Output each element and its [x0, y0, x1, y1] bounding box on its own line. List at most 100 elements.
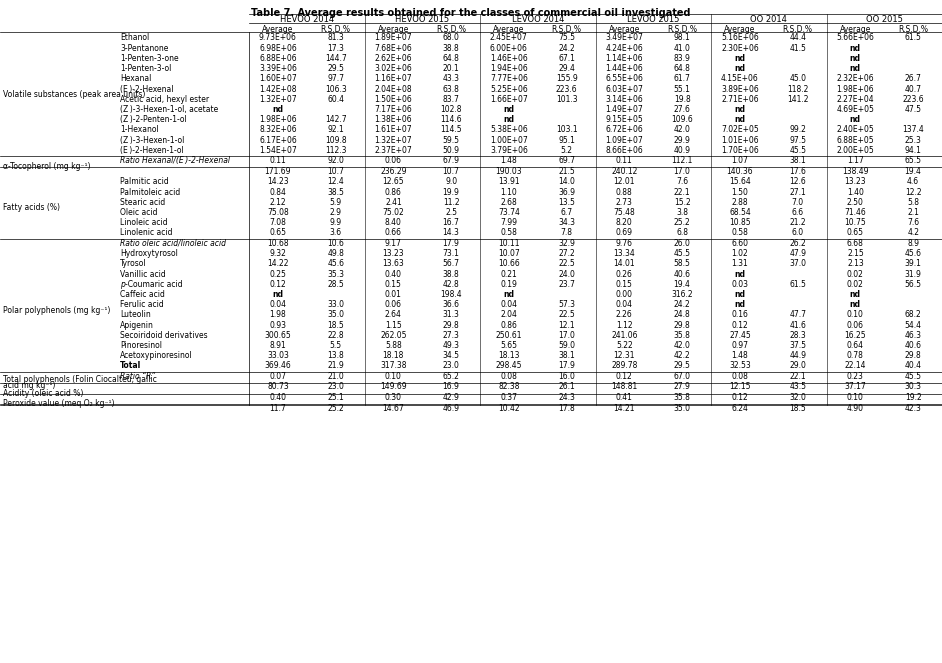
Text: 68.2: 68.2 — [904, 310, 921, 320]
Text: 0.16: 0.16 — [731, 310, 748, 320]
Text: 137.4: 137.4 — [902, 125, 924, 135]
Text: R.S.D.%: R.S.D.% — [783, 25, 813, 34]
Text: 1-Hexanol: 1-Hexanol — [120, 125, 159, 135]
Text: 300.65: 300.65 — [265, 331, 291, 340]
Text: 18.5: 18.5 — [789, 404, 806, 412]
Text: 155.9: 155.9 — [556, 74, 577, 84]
Text: 61.5: 61.5 — [904, 34, 921, 42]
Text: OO 2015: OO 2015 — [866, 15, 902, 24]
Text: 65.2: 65.2 — [443, 371, 460, 381]
Text: acid mg kg⁻¹): acid mg kg⁻¹) — [3, 381, 56, 390]
Text: Palmitic acid: Palmitic acid — [120, 177, 169, 186]
Text: 49.8: 49.8 — [327, 249, 344, 258]
Text: 9.76: 9.76 — [616, 239, 633, 247]
Text: nd: nd — [850, 54, 861, 63]
Text: 6.0: 6.0 — [791, 228, 804, 237]
Text: 12.4: 12.4 — [327, 177, 344, 186]
Text: 10.66: 10.66 — [498, 259, 520, 269]
Text: 29.9: 29.9 — [674, 135, 690, 145]
Text: 140.36: 140.36 — [726, 166, 754, 176]
Text: 5.5: 5.5 — [330, 341, 342, 350]
Text: 40.4: 40.4 — [904, 361, 921, 371]
Text: 57.3: 57.3 — [558, 300, 576, 309]
Text: 103.1: 103.1 — [556, 125, 577, 135]
Text: nd: nd — [503, 290, 514, 299]
Text: 0.08: 0.08 — [500, 371, 517, 381]
Text: 14.0: 14.0 — [559, 177, 575, 186]
Text: 2.37E+07: 2.37E+07 — [375, 146, 413, 154]
Text: 21.2: 21.2 — [789, 218, 806, 227]
Text: 3.02E+06: 3.02E+06 — [375, 64, 413, 73]
Text: 67.0: 67.0 — [674, 371, 690, 381]
Text: 0.41: 0.41 — [616, 393, 633, 402]
Text: 13.8: 13.8 — [327, 351, 344, 360]
Text: 112.1: 112.1 — [672, 156, 692, 165]
Text: 47.9: 47.9 — [789, 249, 806, 258]
Text: 37.17: 37.17 — [844, 383, 867, 391]
Text: Stearic acid: Stearic acid — [120, 198, 165, 207]
Text: 2.5: 2.5 — [446, 208, 457, 217]
Text: Linolenic acid: Linolenic acid — [120, 228, 172, 237]
Text: 0.06: 0.06 — [385, 300, 402, 309]
Text: 3.8: 3.8 — [676, 208, 688, 217]
Text: 1.10: 1.10 — [500, 188, 517, 196]
Text: 6.17E+06: 6.17E+06 — [259, 135, 297, 145]
Text: 10.7: 10.7 — [443, 166, 460, 176]
Text: 317.38: 317.38 — [381, 361, 407, 371]
Text: 14.22: 14.22 — [268, 259, 288, 269]
Text: 35.0: 35.0 — [674, 404, 690, 412]
Text: 42.9: 42.9 — [443, 393, 460, 402]
Text: 0.12: 0.12 — [269, 280, 286, 289]
Text: 2.45E+07: 2.45E+07 — [490, 34, 528, 42]
Text: 13.23: 13.23 — [845, 177, 867, 186]
Text: nd: nd — [735, 54, 745, 63]
Text: 45.0: 45.0 — [789, 74, 806, 84]
Text: 29.4: 29.4 — [559, 64, 575, 73]
Text: 2.13: 2.13 — [847, 259, 864, 269]
Text: 0.78: 0.78 — [847, 351, 864, 360]
Text: 38.1: 38.1 — [789, 156, 806, 165]
Text: nd: nd — [503, 115, 514, 124]
Text: nd: nd — [735, 300, 745, 309]
Text: 7.0: 7.0 — [791, 198, 804, 207]
Text: Tyrosol: Tyrosol — [120, 259, 147, 269]
Text: 35.0: 35.0 — [327, 310, 344, 320]
Text: 60.4: 60.4 — [327, 95, 344, 103]
Text: 13.63: 13.63 — [382, 259, 404, 269]
Text: 11.7: 11.7 — [269, 404, 286, 412]
Text: 369.46: 369.46 — [265, 361, 291, 371]
Text: 17.9: 17.9 — [443, 239, 460, 247]
Text: 64.8: 64.8 — [443, 54, 460, 63]
Text: 1.50E+06: 1.50E+06 — [375, 95, 413, 103]
Text: 0.37: 0.37 — [500, 393, 517, 402]
Text: 26.7: 26.7 — [904, 74, 921, 84]
Text: 3.89E+06: 3.89E+06 — [721, 84, 758, 93]
Text: 16.0: 16.0 — [559, 371, 575, 381]
Text: 27.1: 27.1 — [789, 188, 806, 196]
Text: 4.69E+05: 4.69E+05 — [836, 105, 874, 114]
Text: nd: nd — [272, 290, 284, 299]
Text: 50.9: 50.9 — [443, 146, 460, 154]
Text: 12.2: 12.2 — [905, 188, 921, 196]
Text: 94.1: 94.1 — [904, 146, 921, 154]
Text: 41.0: 41.0 — [674, 44, 690, 52]
Text: HEVOO 2014: HEVOO 2014 — [280, 15, 333, 24]
Text: 10.7: 10.7 — [327, 166, 344, 176]
Text: 40.6: 40.6 — [674, 270, 690, 278]
Text: 10.42: 10.42 — [498, 404, 520, 412]
Text: 7.02E+05: 7.02E+05 — [721, 125, 758, 135]
Text: 1.48: 1.48 — [732, 351, 748, 360]
Text: 38.5: 38.5 — [327, 188, 344, 196]
Text: 7.6: 7.6 — [907, 218, 919, 227]
Text: nd: nd — [850, 300, 861, 309]
Text: nd: nd — [272, 105, 284, 114]
Text: 4.6: 4.6 — [907, 177, 919, 186]
Text: 33.03: 33.03 — [267, 351, 289, 360]
Text: R.S.D.%: R.S.D.% — [320, 25, 350, 34]
Text: 19.2: 19.2 — [904, 393, 921, 402]
Text: nd: nd — [850, 64, 861, 73]
Text: 1.14E+06: 1.14E+06 — [606, 54, 643, 63]
Text: 7.99: 7.99 — [500, 218, 517, 227]
Text: HEVOO 2015: HEVOO 2015 — [396, 15, 449, 24]
Text: 6.88E+05: 6.88E+05 — [836, 135, 874, 145]
